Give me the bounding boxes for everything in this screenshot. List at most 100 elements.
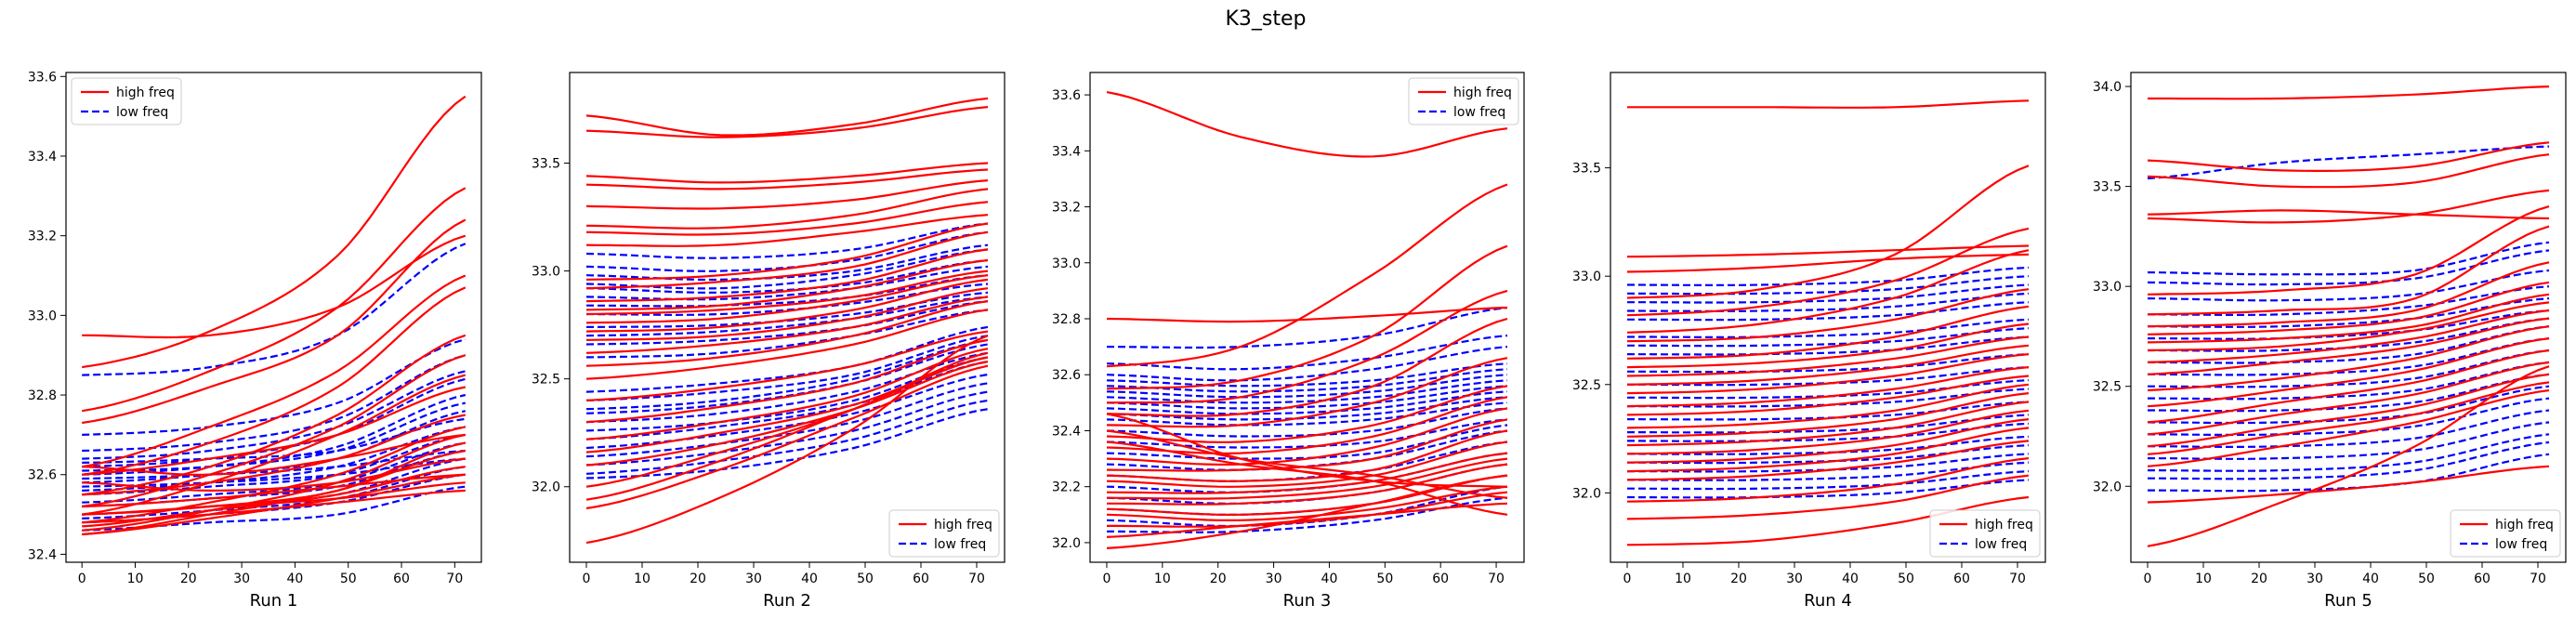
y-tick-label: 32.0 — [1052, 536, 1081, 551]
high-freq-line-11 — [82, 433, 467, 532]
x-tick-label: 70 — [446, 572, 463, 586]
legend-box — [888, 509, 1000, 558]
low-freq-line-10 — [1106, 407, 1508, 438]
low-freq-line-5 — [2148, 297, 2550, 328]
high-freq-line-22 — [1106, 429, 1508, 499]
high-freq-line-13 — [1106, 452, 1508, 494]
high-freq-line-17 — [1626, 409, 2030, 455]
y-tick-label: 32.6 — [28, 468, 57, 483]
legend-box — [1929, 509, 2041, 558]
high-freq-line-9 — [82, 414, 467, 496]
high-freq-line-18 — [585, 309, 989, 380]
low-freq-line-9 — [585, 296, 989, 337]
x-axis-label: Run 5 — [2324, 591, 2372, 611]
x-tick-label: 40 — [801, 572, 818, 586]
low-freq-line-4 — [2148, 285, 2550, 316]
x-tick-label: 10 — [1154, 572, 1171, 586]
x-tick-label: 10 — [2195, 572, 2212, 586]
low-freq-line-14 — [585, 338, 989, 411]
high-freq-line-4 — [2147, 189, 2550, 224]
low-freq-line-21 — [585, 390, 989, 467]
axes-frame — [2130, 72, 2567, 563]
x-tick-label: 60 — [1953, 572, 1970, 586]
low-freq-line-5 — [585, 265, 989, 301]
high-freq-line-16 — [82, 433, 466, 477]
high-freq-line-6 — [2147, 225, 2550, 316]
high-freq-line-19 — [82, 441, 467, 516]
x-tick-label: 20 — [180, 572, 197, 586]
y-tick-label: 33.2 — [1052, 201, 1081, 216]
high-freq-line-13 — [1626, 375, 2030, 416]
high-freq-line-0 — [585, 97, 989, 137]
series-group — [82, 95, 467, 536]
low-freq-line-11 — [1106, 418, 1508, 449]
high-freq-line-7 — [2147, 261, 2550, 328]
high-freq-line-2 — [1626, 253, 2030, 273]
x-tick-label: 0 — [1623, 572, 1632, 586]
low-freq-line-16 — [2147, 421, 2550, 460]
high-freq-line-9 — [585, 230, 989, 290]
high-freq-line-20 — [585, 338, 989, 424]
high-freq-line-8 — [82, 386, 467, 476]
high-freq-line-4 — [1626, 227, 2030, 317]
low-freq-line-16 — [82, 457, 466, 488]
legend-low-label: low freq — [1975, 537, 2027, 552]
legend: high freq low freq — [1408, 77, 1519, 125]
y-tick-label: 33.6 — [28, 70, 57, 85]
low-freq-line-23 — [585, 408, 989, 480]
low-freq-line-1 — [1626, 275, 2030, 296]
high-freq-line-11 — [1106, 429, 1508, 482]
x-tick-label: 20 — [1210, 572, 1227, 586]
x-tick-label: 70 — [968, 572, 985, 586]
x-tick-label: 70 — [1488, 572, 1505, 586]
x-axis-label: Run 4 — [1804, 591, 1852, 611]
low-freq-line-2 — [2147, 249, 2550, 286]
low-freq-line-4 — [1627, 301, 2030, 322]
high-freq-line-21 — [82, 489, 466, 524]
low-freq-line-8 — [1627, 353, 2030, 374]
high-freq-line-5 — [82, 334, 467, 496]
low-freq-line-13 — [1627, 414, 2030, 434]
high-freq-line-18 — [2147, 381, 2550, 455]
legend-high-label: high freq — [2495, 518, 2554, 533]
high-freq-line-21 — [1626, 457, 2030, 503]
x-tick-label: 40 — [1842, 572, 1859, 586]
axes-frame — [1610, 72, 2046, 563]
low-freq-line-18 — [585, 361, 989, 440]
high-freq-line-10 — [2147, 301, 2550, 352]
x-tick-label: 40 — [1321, 572, 1338, 586]
low-freq-line-11 — [585, 309, 989, 359]
legend-low-label: low freq — [1453, 105, 1505, 120]
legend-high-label: high freq — [1975, 518, 2033, 533]
x-tick-label: 10 — [634, 572, 651, 586]
y-tick-label: 33.4 — [1052, 144, 1081, 159]
high-freq-line-5 — [1106, 317, 1508, 417]
high-freq-line-18 — [1107, 491, 1508, 528]
low-freq-line-14 — [2147, 397, 2550, 437]
y-tick-label: 33.6 — [1052, 88, 1081, 103]
high-freq-line-6 — [82, 354, 467, 508]
high-freq-line-14 — [82, 473, 466, 508]
high-freq-line-23 — [1106, 440, 1508, 516]
high-freq-line-10 — [82, 426, 467, 524]
low-freq-line-0 — [82, 243, 467, 376]
series-group — [585, 97, 989, 545]
low-freq-line-2 — [1106, 362, 1508, 388]
high-freq-line-4 — [82, 286, 467, 476]
high-freq-line-16 — [585, 296, 989, 354]
figure-suptitle: K3_step — [1225, 7, 1306, 31]
high-freq-line-5 — [585, 188, 989, 230]
x-tick-label: 60 — [2474, 572, 2491, 586]
x-tick-label: 0 — [583, 572, 591, 586]
high-freq-line-15 — [2147, 348, 2550, 424]
high-freq-line-1 — [2147, 141, 2550, 172]
high-freq-line-12 — [1106, 440, 1508, 488]
y-tick-label: 33.0 — [2093, 280, 2122, 295]
x-tick-label: 20 — [1730, 572, 1747, 586]
x-axis-label: Run 2 — [763, 591, 811, 611]
subplot-grid: 0 10 20 30 40 50 60 70 32.4 32.6 32.8 33.0 33.2 33.4 3… — [28, 70, 2567, 611]
low-freq-line-4 — [585, 258, 989, 295]
y-tick-label: 32.0 — [532, 480, 560, 495]
y-tick-label: 33.0 — [1572, 270, 1601, 284]
